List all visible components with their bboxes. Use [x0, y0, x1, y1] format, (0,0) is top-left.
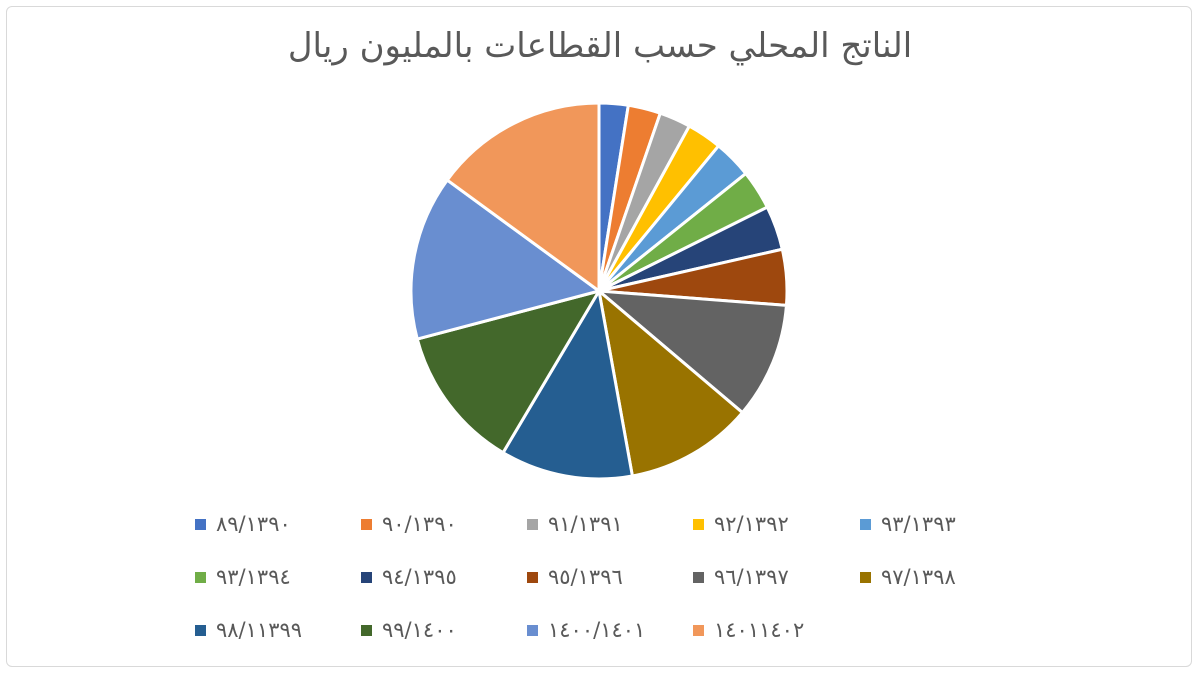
legend-item-1: ٨٩/١٣٩٠ [195, 512, 291, 536]
legend-swatch [361, 624, 372, 636]
legend-label: ١٤٠٠/١٤٠١ [548, 618, 646, 642]
legend-item-4: ٩٢/١٣٩٢ [693, 512, 789, 536]
legend-label: ٨٩/١٣٩٠ [216, 512, 291, 536]
legend-swatch [361, 571, 372, 583]
legend-label: ٩٤/١٣٩٥ [382, 565, 457, 589]
legend-swatch [527, 624, 538, 636]
legend-swatch [693, 571, 704, 583]
legend-item-14: ١٤٠١١٤٠٢ [693, 618, 804, 642]
legend-swatch [361, 518, 372, 530]
legend-item-13: ١٤٠٠/١٤٠١ [527, 618, 645, 642]
legend-swatch [860, 518, 871, 530]
legend-label: ٩٧/١٣٩٨ [881, 565, 956, 589]
legend-label: ٩٦/١٣٩٧ [714, 565, 789, 589]
legend-swatch [693, 624, 704, 636]
legend-label: ٩١/١٣٩١ [548, 512, 623, 536]
pie-slice-14 [445, 101, 601, 293]
pie-slice-12 [415, 289, 601, 455]
legend-item-2: ٩٠/١٣٩٠ [361, 512, 457, 536]
legend-item-6: ٩٣/١٣٩٤ [195, 565, 291, 589]
legend-label: ٩٩/١٤٠٠ [382, 618, 457, 642]
legend-item-7: ٩٤/١٣٩٥ [361, 565, 457, 589]
legend-label: ٩٠/١٣٩٠ [382, 512, 457, 536]
legend-swatch [527, 571, 538, 583]
legend-item-9: ٩٦/١٣٩٧ [693, 565, 789, 589]
legend-swatch [527, 518, 538, 530]
pie-slice-13 [409, 178, 601, 341]
legend-label: ٩٨/١١٣٩٩ [216, 618, 303, 642]
legend-item-8: ٩٥/١٣٩٦ [527, 565, 623, 589]
legend-item-12: ٩٩/١٤٠٠ [361, 618, 457, 642]
legend-label: ٩٣/١٣٩٣ [881, 512, 956, 536]
legend-swatch [195, 624, 206, 636]
legend-label: ١٤٠١١٤٠٢ [714, 618, 805, 642]
pie-slice-9 [597, 289, 788, 415]
legend-item-3: ٩١/١٣٩١ [527, 512, 623, 536]
legend-swatch [195, 571, 206, 583]
legend-label: ٩٥/١٣٩٦ [548, 565, 623, 589]
legend-item-5: ٩٣/١٣٩٣ [860, 512, 956, 536]
legend-swatch [693, 518, 704, 530]
legend-item-11: ٩٨/١١٣٩٩ [195, 618, 302, 642]
legend-label: ٩٣/١٣٩٤ [216, 565, 291, 589]
pie-slice-10 [597, 289, 744, 478]
chart-title: الناتج المحلي حسب القطاعات بالمليون ريال [287, 26, 913, 66]
legend-swatch [860, 571, 871, 583]
pie-slice-11 [501, 289, 634, 481]
legend-label: ٩٢/١٣٩٢ [714, 512, 789, 536]
legend-swatch [195, 518, 206, 530]
legend-item-10: ٩٧/١٣٩٨ [860, 565, 956, 589]
